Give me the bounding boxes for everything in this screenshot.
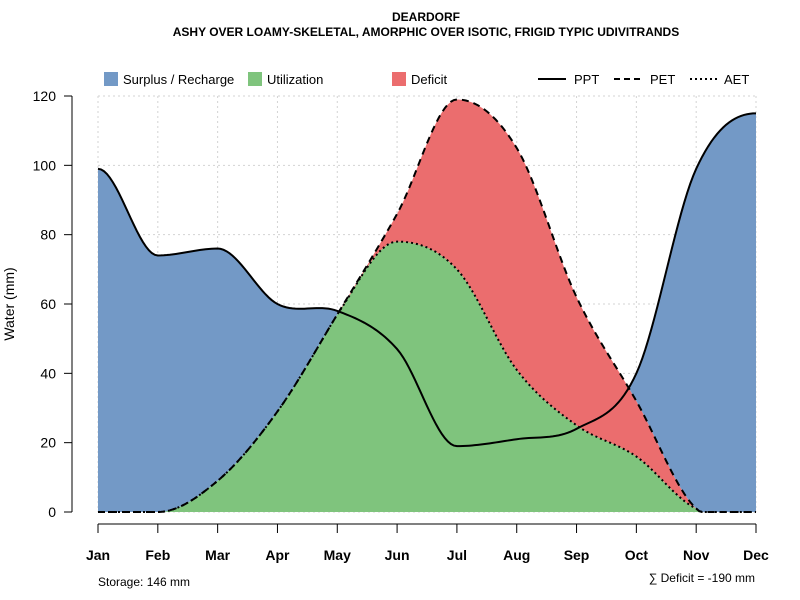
series-line-ppt (97, 112, 757, 448)
x-tick-label-jan: Jan (86, 547, 110, 563)
x-tick-label-mar: Mar (205, 547, 230, 563)
y-tick-label-20: 20 (40, 435, 56, 451)
legend-label-pet: PET (650, 72, 675, 87)
y-tick-label-0: 0 (48, 504, 56, 520)
x-tick-label-oct: Oct (625, 547, 649, 563)
y-tick-label-60: 60 (40, 296, 56, 312)
legend: Surplus / Recharge Utilization Deficit P… (104, 72, 749, 87)
x-tick-label-apr: Apr (265, 547, 290, 563)
y-tick-label-120: 120 (33, 88, 57, 104)
chart-title: DEARDORF (392, 10, 460, 24)
legend-swatch-deficit (392, 72, 406, 86)
legend-swatch-surplus (104, 72, 118, 86)
legend-label-deficit: Deficit (411, 72, 448, 87)
x-tick-label-may: May (324, 547, 351, 563)
utilization-area (98, 241, 756, 512)
series-line-aet (98, 240, 756, 513)
legend-label-aet: AET (724, 72, 749, 87)
x-tick-label-nov: Nov (683, 547, 710, 563)
legend-label-ppt: PPT (574, 72, 599, 87)
y-tick-label-80: 80 (40, 227, 56, 243)
surplus-recharge-area (98, 99, 756, 512)
x-tick-label-sep: Sep (564, 547, 590, 563)
chart-subtitle: ASHY OVER LOAMY-SKELETAL, AMORPHIC OVER … (173, 25, 679, 39)
legend-label-utilization: Utilization (267, 72, 323, 87)
legend-swatch-utilization (248, 72, 262, 86)
legend-label-surplus: Surplus / Recharge (123, 72, 234, 87)
x-tick-label-jul: Jul (447, 547, 467, 563)
series-line-pet (98, 98, 756, 513)
y-tick-label-40: 40 (40, 365, 56, 381)
storage-annotation: Storage: 146 mm (98, 575, 190, 589)
y-tick-label-100: 100 (33, 157, 57, 173)
deficit-annotation: ∑ Deficit = -190 mm (649, 571, 755, 585)
y-axis-label: Water (mm) (1, 267, 17, 340)
x-tick-label-aug: Aug (503, 547, 530, 563)
x-tick-label-dec: Dec (743, 547, 769, 563)
x-tick-label-jun: Jun (385, 547, 410, 563)
deficit-area (98, 99, 756, 512)
x-tick-label-feb: Feb (145, 547, 170, 563)
